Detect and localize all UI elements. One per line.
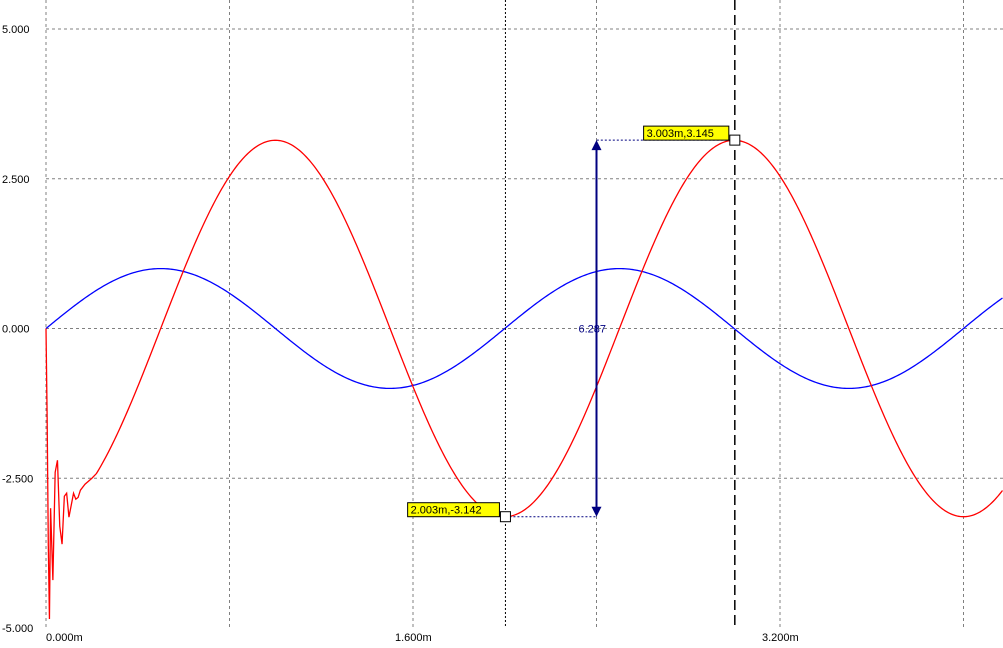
cursor-lines[interactable]	[504, 0, 736, 628]
y-tick-label: 5.000	[2, 24, 30, 36]
cursor-annotations: 2.003m,-3.142 3.003m,3.145	[407, 125, 741, 523]
cursor-label-2: 3.003m,3.145	[647, 128, 714, 140]
series-lines	[45, 139, 1003, 620]
cursor-label-bg-1	[407, 502, 500, 518]
cursor-label-bg-2	[643, 125, 730, 141]
series-line-1	[45, 267, 1003, 390]
x-tick-label: 0.000m	[46, 632, 83, 644]
x-tick-label: 3.200m	[762, 632, 799, 644]
delta-arrow-head-down	[591, 506, 602, 517]
y-tick-label: -5.000	[2, 623, 33, 635]
cursor-label-1: 2.003m,-3.142	[411, 505, 482, 517]
y-tick-label: 0.000	[2, 324, 30, 336]
y-tick-label: -2.500	[2, 473, 33, 485]
y-tick-label: 2.500	[2, 174, 30, 186]
x-axis-tick-labels: 0.000m 1.600m 3.200m	[46, 632, 799, 644]
y-axis-tick-labels: 5.000 2.500 0.000 -2.500 -5.000	[2, 24, 33, 635]
cursor-marker-1	[499, 511, 511, 523]
x-tick-label: 1.600m	[395, 632, 432, 644]
delta-value-label: 6.287	[579, 323, 607, 335]
grid-lines	[45, 0, 1003, 628]
cursor-marker-2	[729, 134, 741, 146]
delta-arrow-head-up	[591, 140, 602, 151]
series-line-2	[45, 139, 1003, 620]
